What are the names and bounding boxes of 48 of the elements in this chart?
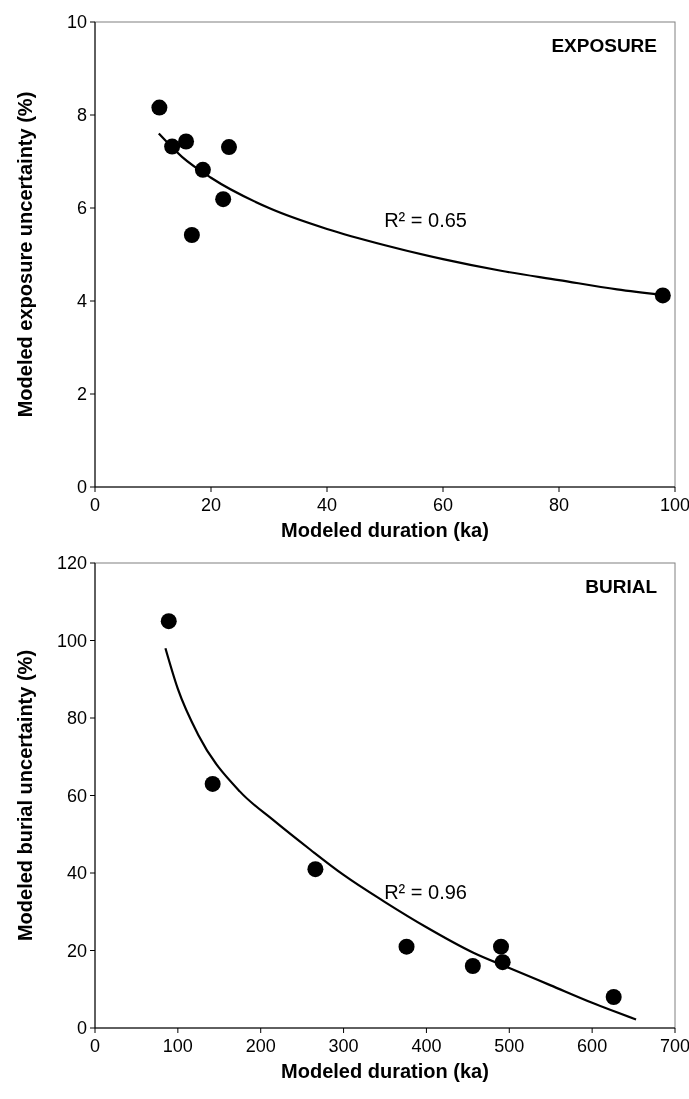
y-tick-label: 20 xyxy=(66,940,87,961)
x-tick-label: 60 xyxy=(432,495,454,515)
point xyxy=(398,938,415,955)
x-tick-label: 500 xyxy=(494,1036,525,1056)
y-tick-label: 10 xyxy=(66,12,87,32)
x-tick-label: 0 xyxy=(89,1036,101,1056)
y-tick-label: 80 xyxy=(66,708,87,728)
point xyxy=(183,226,200,243)
x-axis-title: Modeled duration (ka) xyxy=(281,1060,489,1082)
y-tick-label: 60 xyxy=(66,785,87,806)
annotation: R² = 0.96 xyxy=(384,880,468,903)
point xyxy=(178,133,195,150)
x-tick-label: 0 xyxy=(89,495,101,515)
y-tick-label: 120 xyxy=(56,553,87,573)
point xyxy=(151,99,168,116)
y-tick-label: 40 xyxy=(66,863,87,883)
x-tick-label: 600 xyxy=(577,1036,608,1056)
y-tick-label: 8 xyxy=(76,105,87,125)
y-tick-label: 2 xyxy=(76,384,87,404)
y-tick-label: 6 xyxy=(76,198,87,218)
y-axis-title: Modeled burial uncertainty (%) xyxy=(14,649,36,942)
x-axis-title: Modeled duration (ka) xyxy=(281,519,489,541)
y-tick-label: 0 xyxy=(76,477,87,497)
x-tick-label: 200 xyxy=(245,1036,276,1056)
x-tick-label: 700 xyxy=(659,1036,689,1056)
point xyxy=(204,775,221,792)
point xyxy=(220,139,237,156)
x-tick-label: 80 xyxy=(548,495,570,515)
annotation: R² = 0.65 xyxy=(384,208,468,231)
y-tick-label: 100 xyxy=(56,630,87,651)
line-series xyxy=(164,647,638,1021)
x-tick-label: 300 xyxy=(328,1036,359,1056)
x-tick-label: 40 xyxy=(316,495,338,515)
point xyxy=(215,191,232,208)
x-tick-label: 100 xyxy=(659,495,689,515)
point xyxy=(464,958,481,974)
text: BURIAL xyxy=(585,576,658,597)
point xyxy=(493,938,509,955)
point xyxy=(160,613,177,630)
y-tick-label: 4 xyxy=(76,291,87,311)
x-tick-label: 20 xyxy=(200,495,222,515)
point xyxy=(307,861,324,878)
x-tick-label: 100 xyxy=(162,1036,193,1056)
text: EXPOSURE xyxy=(551,35,657,56)
point xyxy=(605,989,622,1005)
x-tick-label: 400 xyxy=(411,1036,442,1056)
y-axis-title: Modeled exposure uncertainty (%) xyxy=(14,91,36,418)
y-tick-label: 0 xyxy=(76,1018,87,1038)
